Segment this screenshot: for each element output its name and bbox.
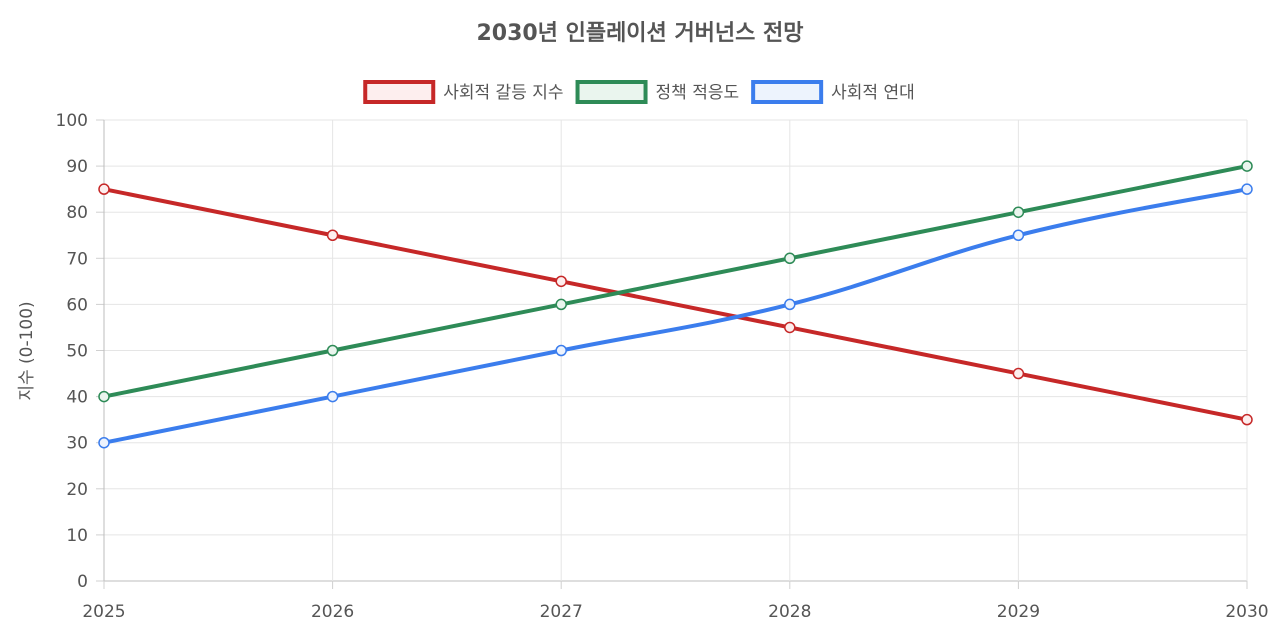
legend-item[interactable]: 사회적 갈등 지수 bbox=[363, 80, 564, 104]
x-tick-label: 2026 bbox=[311, 602, 354, 622]
y-tick-label: 0 bbox=[77, 572, 88, 592]
legend-swatch bbox=[751, 80, 824, 104]
data-point[interactable] bbox=[326, 229, 339, 241]
series-line bbox=[102, 164, 1249, 399]
x-tick-label: 2030 bbox=[1225, 602, 1268, 622]
series-line bbox=[102, 187, 1249, 422]
series-group bbox=[98, 183, 1253, 426]
y-tick-label: 40 bbox=[66, 388, 88, 408]
data-point[interactable] bbox=[1012, 206, 1025, 218]
data-point[interactable] bbox=[326, 344, 339, 357]
series-group bbox=[98, 183, 1253, 449]
data-point[interactable] bbox=[555, 344, 567, 357]
data-point[interactable] bbox=[784, 321, 796, 334]
data-point[interactable] bbox=[555, 275, 567, 288]
y-tick-label: 30 bbox=[66, 434, 88, 454]
data-point[interactable] bbox=[1012, 229, 1025, 241]
x-tick-label: 2027 bbox=[540, 602, 583, 622]
y-tick-label: 50 bbox=[66, 342, 88, 362]
chart-title: 2030년 인플레이션 거버넌스 전망 bbox=[476, 21, 803, 46]
data-point[interactable] bbox=[784, 252, 796, 265]
x-tick-label: 2028 bbox=[768, 602, 811, 622]
data-point[interactable] bbox=[1241, 183, 1253, 195]
data-point[interactable] bbox=[98, 390, 110, 403]
data-point[interactable] bbox=[1012, 367, 1025, 380]
data-point[interactable] bbox=[555, 298, 567, 311]
y-tick-label: 80 bbox=[66, 203, 88, 223]
legend-label: 정책 적응도 bbox=[656, 83, 740, 103]
legend-item[interactable]: 사회적 연대 bbox=[751, 80, 915, 104]
y-tick-label: 90 bbox=[66, 157, 88, 177]
y-tick-label: 20 bbox=[66, 480, 88, 500]
y-tick-label: 60 bbox=[66, 295, 88, 315]
legend: 사회적 갈등 지수 정책 적응도 사회적 연대 bbox=[363, 80, 915, 104]
data-point[interactable] bbox=[98, 183, 110, 195]
y-tick-label: 10 bbox=[66, 526, 88, 546]
data-point[interactable] bbox=[1241, 413, 1253, 426]
grid bbox=[96, 119, 1248, 589]
y-tick-label: 70 bbox=[66, 249, 88, 269]
series-group bbox=[98, 160, 1253, 403]
x-tick-label: 2025 bbox=[82, 602, 125, 622]
data-point[interactable] bbox=[326, 390, 339, 403]
series-layer bbox=[98, 160, 1253, 449]
y-tick-label: 100 bbox=[56, 111, 88, 131]
legend-label: 사회적 갈등 지수 bbox=[443, 83, 563, 103]
x-tick-label: 2029 bbox=[997, 602, 1040, 622]
data-point[interactable] bbox=[98, 436, 110, 449]
legend-swatch bbox=[363, 80, 436, 104]
y-axis-title: 지수 (0-100) bbox=[17, 301, 37, 400]
legend-swatch bbox=[575, 80, 648, 104]
data-point[interactable] bbox=[1241, 160, 1253, 172]
series-line bbox=[102, 187, 1249, 445]
legend-item[interactable]: 정책 적응도 bbox=[575, 80, 740, 104]
legend-label: 사회적 연대 bbox=[831, 83, 915, 103]
data-point[interactable] bbox=[784, 298, 796, 311]
